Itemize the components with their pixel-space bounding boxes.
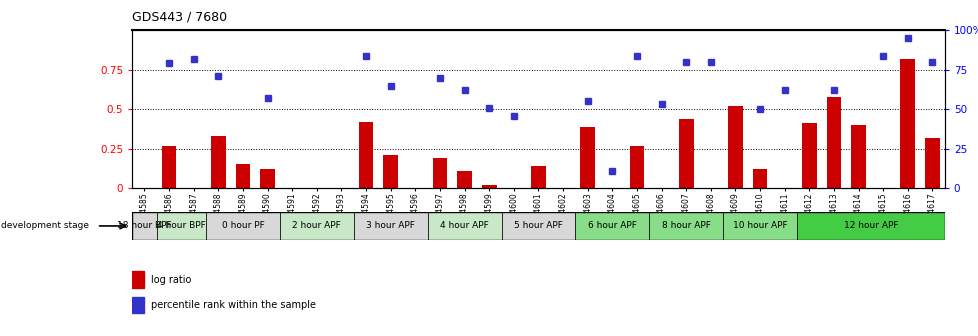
Bar [900,59,914,188]
Bar [801,123,816,188]
Bar [236,165,250,188]
Bar [210,136,226,188]
FancyBboxPatch shape [575,212,648,240]
Text: 3 hour APF: 3 hour APF [366,221,415,230]
Text: 18 hour BPF: 18 hour BPF [117,221,171,230]
FancyBboxPatch shape [723,212,796,240]
Bar [629,145,644,188]
Bar [924,138,939,188]
Bar [432,158,447,188]
FancyBboxPatch shape [353,212,427,240]
Bar [530,166,546,188]
Text: percentile rank within the sample: percentile rank within the sample [151,300,316,310]
Bar [132,297,144,313]
Bar [457,171,471,188]
Bar [728,106,742,188]
Bar [850,125,866,188]
Text: 0 hour PF: 0 hour PF [221,221,264,230]
Bar [383,155,398,188]
Text: 4 hour APF: 4 hour APF [440,221,488,230]
FancyBboxPatch shape [796,212,944,240]
Text: log ratio: log ratio [151,275,191,285]
Bar [752,169,767,188]
FancyBboxPatch shape [156,212,205,240]
Text: 4 hour BPF: 4 hour BPF [156,221,205,230]
FancyBboxPatch shape [132,212,156,240]
FancyBboxPatch shape [501,212,575,240]
Bar [580,127,595,188]
Text: 5 hour APF: 5 hour APF [513,221,562,230]
Text: 6 hour APF: 6 hour APF [587,221,636,230]
Bar [132,271,144,288]
FancyBboxPatch shape [648,212,723,240]
FancyBboxPatch shape [205,212,280,240]
Text: 8 hour APF: 8 hour APF [661,221,710,230]
Text: 12 hour APF: 12 hour APF [843,221,897,230]
Text: 10 hour APF: 10 hour APF [732,221,786,230]
Bar [678,119,692,188]
Bar [260,169,275,188]
Text: GDS443 / 7680: GDS443 / 7680 [132,10,227,23]
FancyBboxPatch shape [427,212,501,240]
Bar [825,96,840,188]
Text: 2 hour APF: 2 hour APF [292,221,341,230]
Bar [481,185,496,188]
Text: development stage: development stage [1,221,89,230]
Bar [161,145,176,188]
Bar [358,122,373,188]
FancyBboxPatch shape [280,212,353,240]
